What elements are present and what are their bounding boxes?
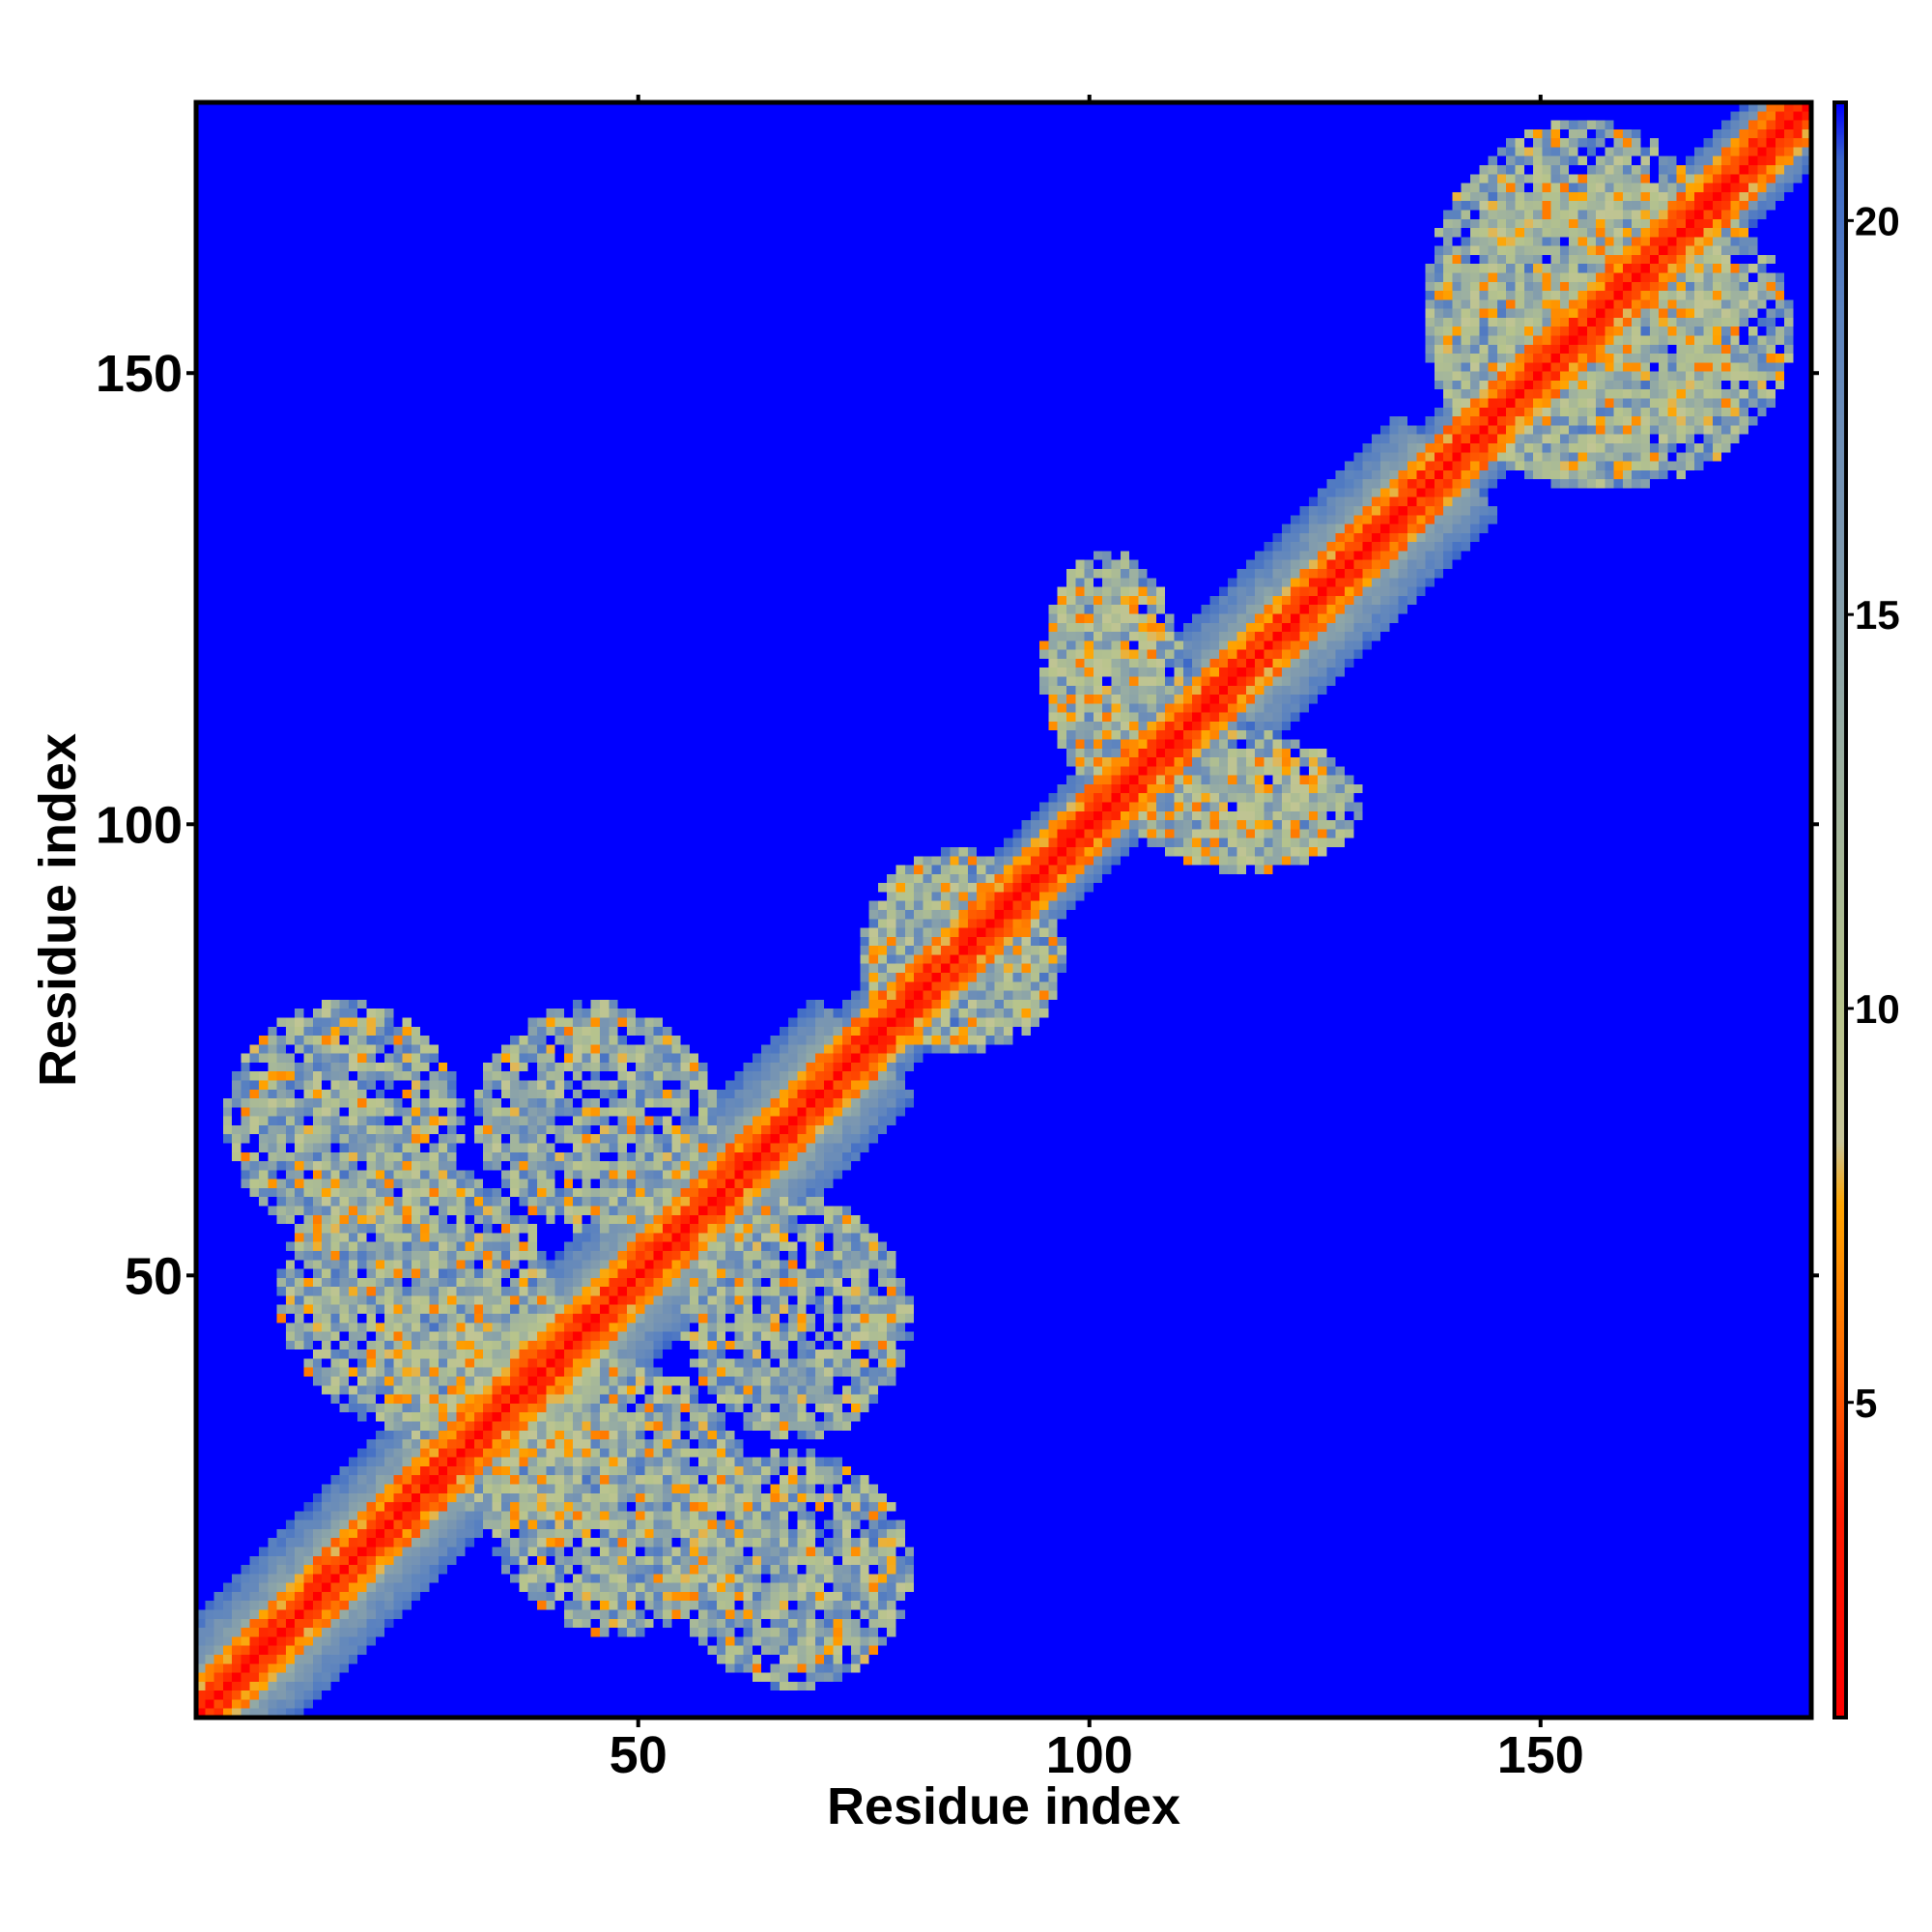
colorbar-tick-label: 20 [1855,198,1900,243]
y-tick-label: 150 [96,345,183,403]
plot-border [193,99,1814,1720]
colorbar-tick-label: 5 [1855,1380,1877,1426]
colorbar-ticks: 5 10 15 20 [1846,198,1900,1426]
plot-frame [193,99,1848,1720]
y-tick-label: 100 [96,796,183,854]
colorbar-tick-label: 15 [1855,592,1900,638]
x-axis-ticks: 50 100 150 [610,95,1584,1784]
colorbar-border [1833,100,1848,1719]
y-axis-title: Residue index [29,733,87,1087]
colorbar-tick-label: 10 [1855,986,1900,1032]
y-axis-ticks: 50 100 150 [96,345,1819,1305]
heatmap-image [196,102,1811,1718]
x-tick-label: 100 [1046,1726,1133,1784]
colorbar-image [1834,102,1846,1718]
x-tick-label: 150 [1497,1726,1584,1784]
x-axis-title: Residue index [827,1777,1180,1835]
y-tick-label: 50 [125,1247,183,1305]
x-tick-label: 50 [610,1726,668,1784]
